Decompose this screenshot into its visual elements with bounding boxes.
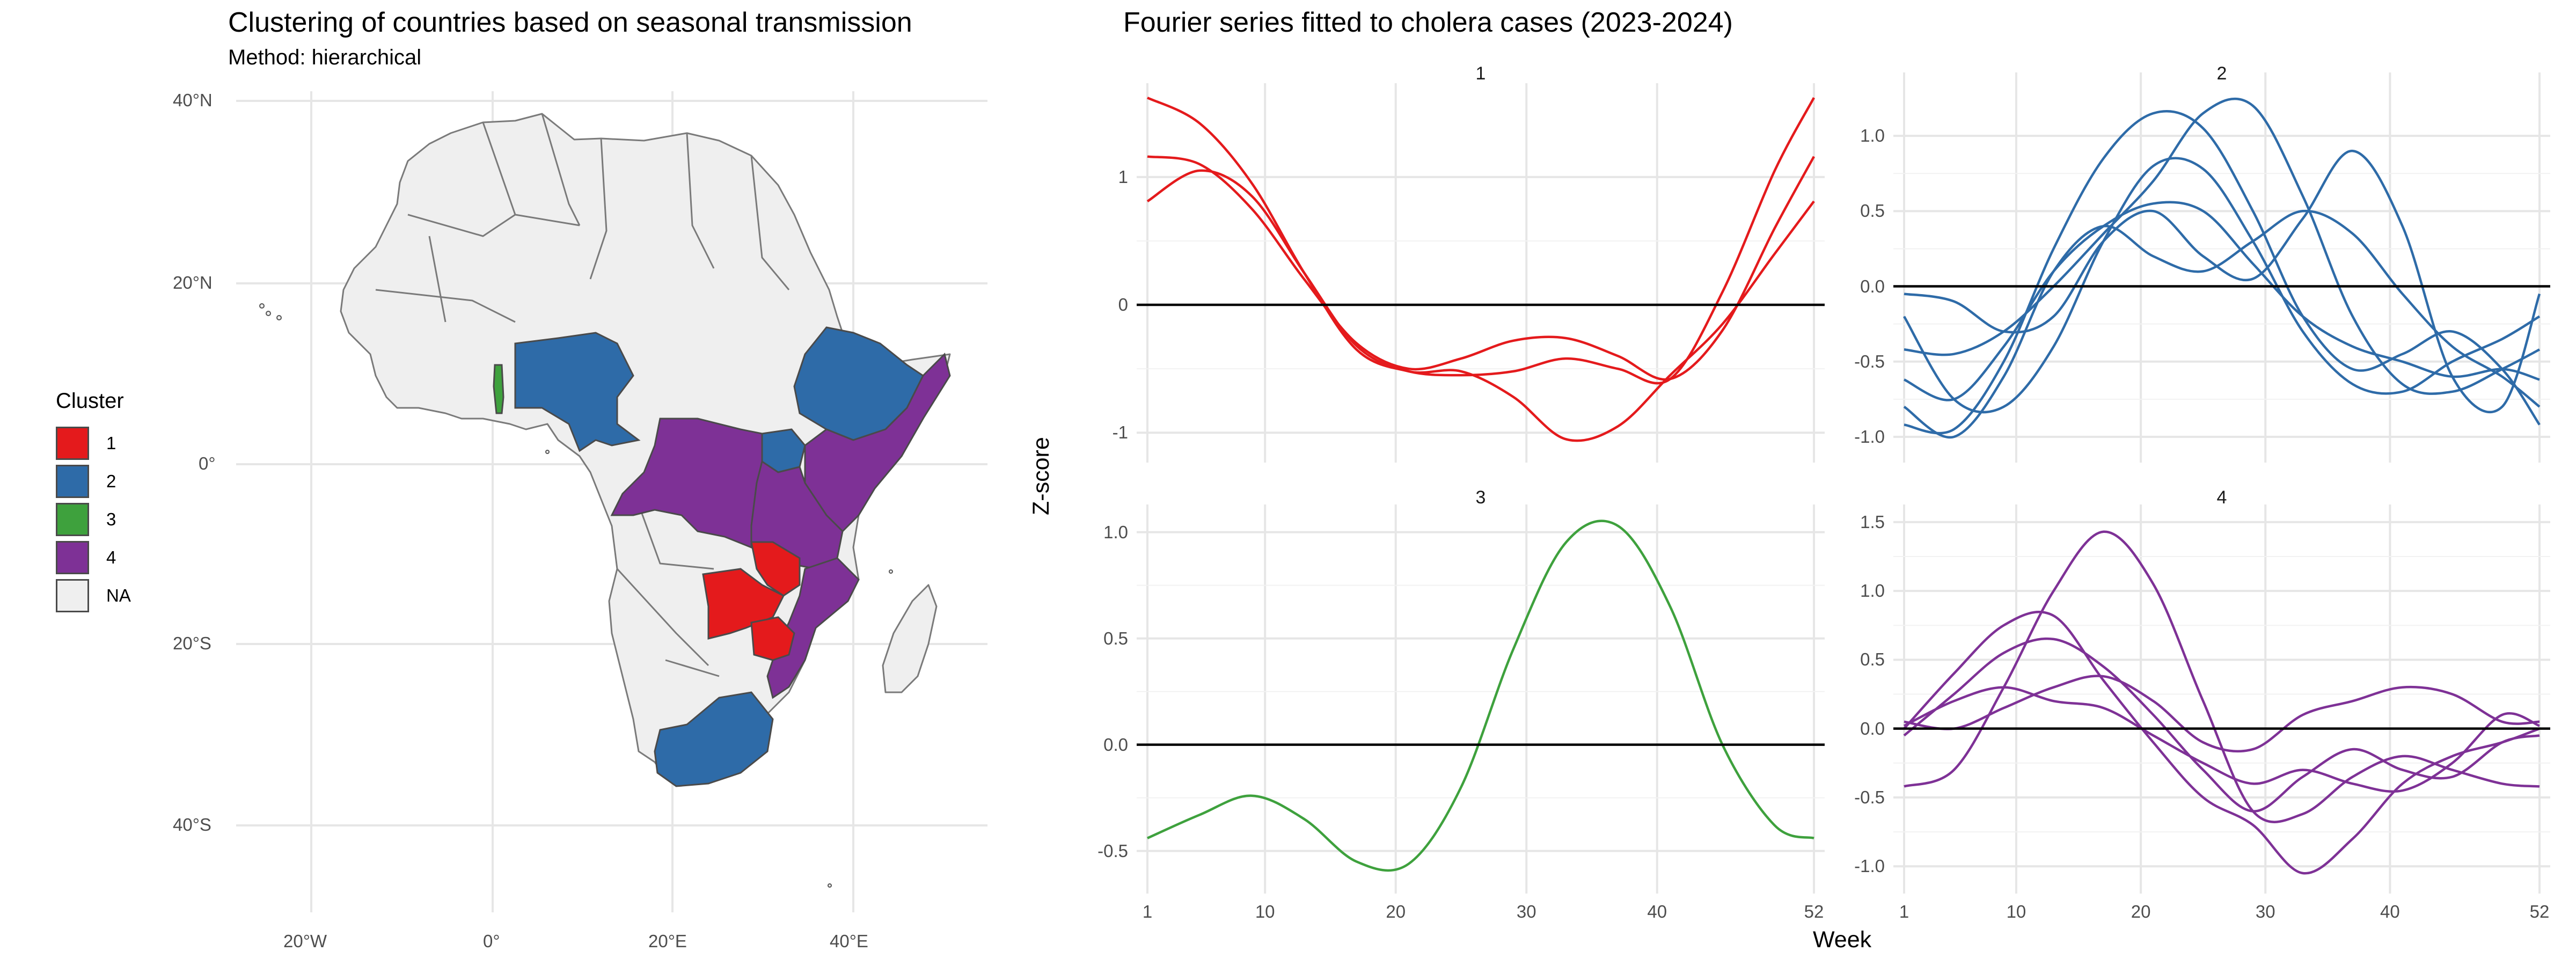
fourier-title: Fourier series fitted to cholera cases (…: [1123, 7, 1733, 38]
y-tick: -0.5: [1854, 787, 1885, 807]
region-mozambique: [766, 557, 860, 699]
cluster-2-regions: [514, 326, 924, 787]
series-line: [1903, 209, 2541, 439]
fourier-panel-2: [1893, 72, 2550, 463]
map-subtitle: Method: hierarchical: [228, 46, 422, 69]
lon-tick: 20°W: [283, 931, 327, 951]
lat-tick: 40°S: [173, 815, 211, 835]
islands: [259, 303, 893, 888]
region-malawi: [750, 541, 801, 597]
series-line: [1904, 675, 2540, 753]
region-south-africa: [654, 691, 774, 787]
y-tick: -1.0: [1854, 426, 1885, 447]
legend-title: Cluster: [56, 389, 124, 413]
y-tick: 1: [1118, 166, 1128, 187]
lon-tick: 20°E: [648, 931, 687, 951]
y-tick: -1.0: [1854, 856, 1885, 876]
lon-tick: 40°E: [830, 931, 868, 951]
legend-swatch: [56, 465, 89, 498]
lat-tick: 20°S: [173, 633, 211, 653]
legend-swatch: [56, 427, 89, 460]
series-line: [1904, 201, 2540, 401]
series-line: [1903, 611, 2540, 875]
map-title: Clustering of countries based on seasona…: [228, 7, 912, 38]
region-nigeria-cameroon: [514, 332, 641, 452]
country-borders: [375, 113, 790, 677]
x-tick: 40: [2380, 902, 2400, 921]
legend-label: NA: [106, 586, 131, 605]
madagascar: [882, 584, 938, 693]
y-tick: 1.5: [1860, 511, 1885, 532]
x-tick: 20: [2131, 902, 2151, 921]
x-tick: 1: [1142, 902, 1153, 921]
region-zimbabwe: [750, 616, 795, 661]
x-tick: 30: [1516, 902, 1536, 921]
x-tick: 40: [1647, 902, 1667, 921]
legend-swatch: [56, 541, 89, 574]
y-tick: 0.0: [1103, 734, 1128, 755]
legend-label: 1: [106, 433, 116, 453]
lat-tick: 0°: [199, 453, 216, 473]
region-togo: [493, 364, 504, 414]
region-drc: [610, 418, 763, 549]
cluster-1-regions: [702, 541, 801, 661]
series-line: [1146, 169, 1815, 442]
y-tick: -0.5: [1854, 351, 1885, 371]
series-line: [1147, 519, 1814, 872]
x-axis-title: Week: [1813, 927, 1872, 953]
y-tick: 1.0: [1103, 522, 1128, 542]
legend-label: 3: [106, 509, 116, 529]
lat-tick: 20°N: [173, 273, 213, 292]
x-tick: 10: [2006, 902, 2026, 921]
series-line: [1903, 637, 2540, 813]
x-tick: 1: [1899, 902, 1909, 921]
legend-label: 2: [106, 471, 116, 491]
facet-label: 1: [1475, 63, 1486, 84]
legend-label: 4: [106, 547, 116, 567]
lat-tick: 40°N: [173, 90, 213, 110]
facet-label: 2: [2216, 63, 2227, 84]
x-tick: 20: [1386, 902, 1406, 921]
lon-tick: 0°: [483, 931, 500, 951]
legend-swatch: [56, 579, 89, 612]
x-tick: 52: [1804, 902, 1824, 921]
series-line: [1904, 149, 2541, 413]
y-tick: 0: [1118, 295, 1128, 315]
x-tick: 30: [2255, 902, 2275, 921]
y-tick: 0.0: [1860, 718, 1885, 738]
series-line: [1904, 109, 2541, 435]
y-tick: -0.5: [1097, 840, 1128, 861]
y-tick: 0.5: [1103, 628, 1128, 648]
series-line: [1904, 530, 2540, 823]
y-tick: 0.0: [1860, 276, 1885, 296]
y-tick: 1.0: [1860, 581, 1885, 601]
facet-label: 3: [1475, 487, 1486, 508]
fourier-panel-1: [1137, 83, 1825, 463]
series-line: [1903, 686, 2540, 793]
series-line: [1904, 97, 2541, 395]
series-line: [1147, 97, 1815, 385]
series-line: [1147, 155, 1815, 381]
fourier-panel-3: [1137, 504, 1825, 894]
legend-swatch: [56, 503, 89, 536]
series-line: [1903, 157, 2541, 414]
y-tick: 1.0: [1860, 126, 1885, 146]
y-tick: 0.5: [1860, 201, 1885, 221]
y-tick: -1: [1112, 422, 1128, 443]
x-tick: 10: [1255, 902, 1275, 921]
y-tick: 0.5: [1860, 649, 1885, 670]
fourier-panel-4: [1893, 504, 2550, 894]
x-tick: 52: [2529, 902, 2550, 921]
facet-label: 4: [2216, 487, 2227, 508]
